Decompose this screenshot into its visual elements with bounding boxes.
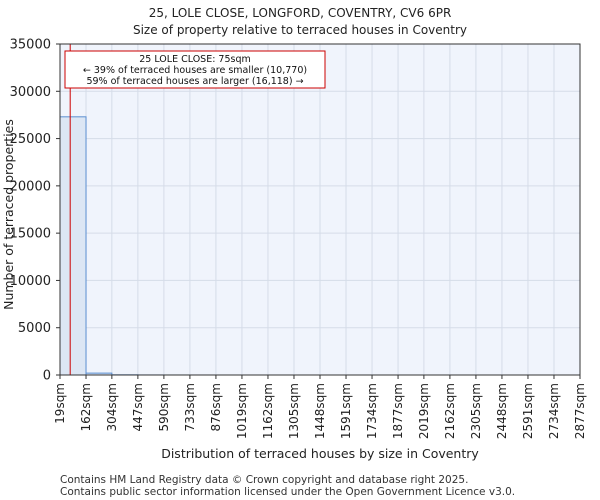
footer-line1: Contains HM Land Registry data © Crown c… [60, 474, 469, 486]
x-tick-label: 1019sqm [235, 383, 249, 439]
x-tick-label: 19sqm [53, 383, 67, 424]
x-tick-label: 2448sqm [495, 383, 509, 439]
x-tick-label: 1162sqm [261, 383, 275, 439]
x-tick-label: 733sqm [183, 383, 197, 431]
annotation-line1: 25 LOLE CLOSE: 75sqm [139, 54, 251, 65]
y-tick-label: 25000 [10, 132, 51, 147]
x-tick-label: 2162sqm [443, 383, 457, 439]
annotation-box: 25 LOLE CLOSE: 75sqm ← 39% of terraced h… [64, 50, 326, 89]
y-tick-label: 0 [43, 369, 51, 384]
y-tick-label: 35000 [10, 38, 51, 53]
x-tick-label: 1734sqm [365, 383, 379, 439]
chart-title-line2: Size of property relative to terraced ho… [132, 23, 468, 37]
footer: Contains HM Land Registry data © Crown c… [60, 474, 515, 498]
y-tick-label: 30000 [10, 85, 51, 100]
x-tick-label: 304sqm [105, 383, 119, 431]
x-tick-label: 1305sqm [287, 383, 301, 439]
annotation-line3: 59% of terraced houses are larger (16,11… [86, 76, 303, 87]
bar [59, 116, 87, 376]
histogram-chart: 0 5000 10000 15000 20000 25000 30000 35000 19sq… [1, 38, 587, 462]
footer-line2: Contains public sector information licen… [60, 486, 516, 498]
x-axis-label: Distribution of terraced houses by size … [161, 446, 479, 461]
annotation-border [64, 50, 326, 89]
y-axis-label: Number of terraced properties [1, 119, 16, 310]
y-tick-label: 15000 [10, 227, 51, 242]
x-tick-label: 1877sqm [391, 383, 405, 439]
x-tick-label: 162sqm [79, 383, 93, 431]
x-tick-label: 2019sqm [417, 383, 431, 439]
x-tick-label: 2591sqm [521, 383, 535, 439]
x-tick-label: 2877sqm [573, 383, 587, 439]
annotation-line2: ← 39% of terraced houses are smaller (10… [83, 65, 307, 76]
y-tick-labels: 0 5000 10000 15000 20000 25000 30000 35000 [10, 38, 60, 384]
y-tick-label: 5000 [18, 321, 51, 336]
x-tick-label: 1591sqm [339, 383, 353, 439]
x-tick-labels: 19sqm 162sqm 304sqm 447sqm 590sqm 733sqm 876sq… [53, 375, 587, 439]
x-tick-label: 2305sqm [469, 383, 483, 439]
y-tick-label: 10000 [10, 274, 51, 289]
chart-title: 25, LOLE CLOSE, LONGFORD, COVENTRY, CV6 … [0, 5, 600, 39]
chart-title-line1: 25, LOLE CLOSE, LONGFORD, COVENTRY, CV6 … [148, 6, 452, 20]
x-tick-label: 876sqm [209, 383, 223, 431]
x-tick-label: 447sqm [131, 383, 145, 431]
x-tick-label: 1448sqm [313, 383, 327, 439]
bars [59, 116, 217, 376]
gridlines [59, 43, 581, 376]
y-tick-label: 20000 [10, 179, 51, 194]
x-tick-label: 2734sqm [547, 383, 561, 439]
x-tick-label: 590sqm [157, 383, 171, 431]
